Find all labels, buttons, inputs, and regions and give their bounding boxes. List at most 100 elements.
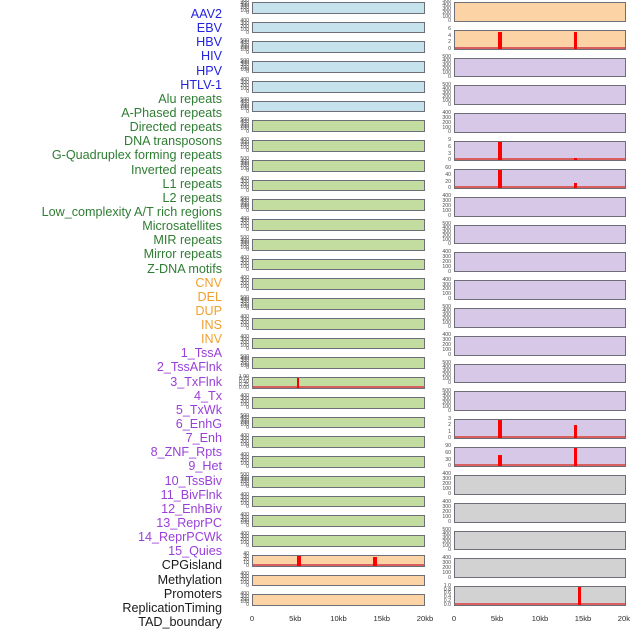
y-tick-label: 100 — [240, 520, 249, 527]
y-axis: 500 400 300 200 100 0 — [227, 157, 251, 178]
y-tick-label: 100 — [442, 14, 451, 21]
x-tick-label: 20kb — [617, 614, 630, 623]
y-tick-label: 300 — [240, 179, 249, 185]
plot-area — [252, 554, 425, 567]
y-tick-label: 100 — [240, 461, 249, 468]
track-row: 500 400 300 200 100 0 — [227, 38, 429, 59]
track-row: 500 400 300 200 100 0 — [429, 82, 630, 111]
y-tick-label: 400 — [442, 308, 451, 315]
plot-area — [454, 252, 626, 273]
y-tick-label: 40 — [243, 551, 249, 558]
plot-area — [454, 141, 626, 161]
row-label: Low_complexity A/T rich regions — [41, 204, 222, 219]
plot-area — [252, 535, 425, 547]
baseline — [455, 436, 625, 439]
y-tick-label: 200 — [240, 163, 249, 170]
y-tick-label: 300 — [240, 417, 249, 424]
y-tick-label: 0 — [246, 128, 249, 135]
y-tick-label: 400 — [240, 356, 249, 363]
track-row: 500 400 300 200 100 0 — [227, 58, 429, 79]
y-tick-label: 0 — [246, 227, 249, 234]
y-tick-label: 0 — [246, 10, 249, 17]
y-tick-label: 100 — [240, 441, 249, 448]
y-tick-label: 0 — [246, 69, 249, 76]
plot-area — [252, 337, 425, 350]
row-label: INS — [201, 318, 222, 333]
y-tick-label: 300 — [240, 514, 249, 521]
track-row: 500 400 300 200 100 0 — [227, 235, 429, 257]
row-label: 8_ZNF_Rpts — [150, 445, 222, 460]
y-tick-label: 500 — [442, 54, 451, 61]
y-tick-label: 0 — [448, 574, 451, 581]
y-tick-label: 20 — [243, 557, 249, 564]
y-tick-label: 200 — [442, 564, 451, 571]
y-tick-label: 200 — [240, 280, 249, 287]
row-label: L2 repeats — [162, 190, 222, 205]
track-row: 400 300 200 100 0 — [429, 248, 630, 278]
y-tick-label: 200 — [240, 458, 249, 465]
x-tick-label: 10kb — [531, 614, 549, 623]
y-tick-label: 200 — [442, 316, 451, 323]
y-tick-label: 400 — [442, 57, 451, 64]
y-tick-label: 200 — [442, 119, 451, 126]
y-tick-label: 300 — [240, 200, 249, 207]
y-tick-label: 400 — [240, 0, 249, 7]
data-spike — [578, 587, 582, 605]
y-tick-label: 0.25 — [238, 382, 249, 389]
plot-area — [454, 85, 626, 106]
y-axis: 500 400 300 200 100 0 — [227, 196, 251, 217]
y-tick-label: 100 — [442, 236, 451, 243]
plot-area — [454, 419, 626, 440]
y-tick-label: 500 — [240, 353, 249, 360]
track-row: 400 300 200 100 0 — [227, 571, 429, 593]
y-tick-label: 0 — [246, 49, 249, 56]
track-row: 500 400 300 200 100 0 — [429, 527, 630, 557]
track-row: 500 400 300 200 100 0 — [227, 196, 429, 217]
track-row: 400 300 200 100 0 — [227, 512, 429, 533]
y-tick-label: 300 — [442, 476, 451, 483]
y-tick-label: 400 — [240, 18, 249, 25]
y-tick-label: 100 — [442, 207, 451, 214]
y-tick-label: 300 — [442, 395, 451, 402]
track-row: 400 300 200 100 0 — [227, 78, 429, 99]
y-tick-label: 200 — [240, 24, 249, 30]
row-label: 10_TssBiv — [164, 473, 222, 488]
y-tick-label: 100 — [240, 263, 249, 270]
y-tick-label: 0 — [448, 46, 451, 53]
y-tick-label: 500 — [240, 235, 249, 242]
y-tick-label: 400 — [240, 40, 249, 47]
y-tick-label: 400 — [442, 248, 451, 255]
row-label: CNV — [195, 275, 222, 290]
y-tick-label: 300 — [240, 121, 249, 128]
y-tick-label: 200 — [240, 260, 249, 267]
y-tick-label: 300 — [240, 336, 249, 343]
row-label: 7_Enh — [185, 431, 222, 446]
y-tick-label: 200 — [240, 181, 249, 188]
track-row: 400 300 200 100 0 — [227, 18, 429, 40]
track-row: 500 400 300 200 100 0 — [227, 472, 429, 494]
row-label: HIV — [201, 49, 222, 64]
y-tick-label: 90 — [445, 443, 451, 450]
track-row: 500 400 300 200 100 0 — [429, 388, 630, 417]
y-tick-label: 0 — [448, 296, 451, 303]
track-row: 40 30 20 10 0 — [227, 551, 429, 573]
x-axis: 0 5kb 10kb 15kb 20kb — [452, 612, 630, 630]
y-tick-label: 300 — [240, 62, 249, 69]
y-tick-label: 0.4 — [443, 594, 451, 601]
baseline — [455, 158, 625, 160]
y-tick-label: 300 — [240, 317, 249, 324]
plot-area — [252, 574, 425, 587]
y-axis: 400 300 200 100 0 — [429, 193, 453, 223]
plot-area — [252, 2, 425, 14]
data-spike — [574, 183, 578, 188]
y-tick-label: 300 — [442, 534, 451, 541]
y-tick-label: 300 — [442, 114, 451, 121]
y-tick-label: 100 — [442, 263, 451, 270]
y-tick-label: 100 — [240, 540, 249, 547]
y-tick-label: 200 — [442, 509, 451, 516]
plot-area — [252, 21, 425, 34]
